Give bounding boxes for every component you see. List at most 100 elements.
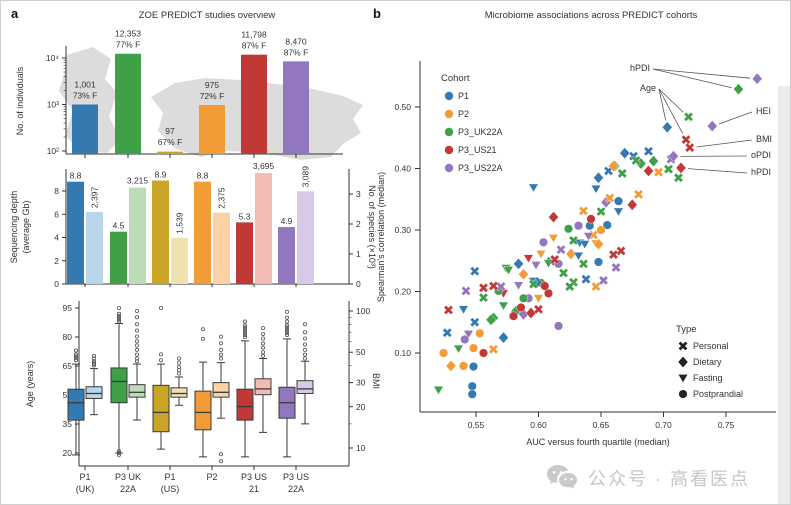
a3-category-label: (UK) — [76, 484, 95, 494]
a1-bar-0 — [72, 104, 98, 154]
b-point — [467, 389, 477, 399]
a3-bmi-box-4-outlier — [260, 353, 265, 358]
a2-ytick-right: 3 — [356, 189, 361, 199]
b-point — [586, 214, 596, 224]
b-point — [619, 147, 631, 160]
a2-ytick-left: 0 — [54, 279, 59, 289]
b-point — [596, 206, 606, 217]
b-point — [530, 261, 542, 271]
b-point — [516, 302, 526, 312]
a3-category-label: (US) — [161, 484, 180, 494]
a3-bmi-box-3-outlier — [218, 352, 223, 357]
a3-bmi-box-4 — [254, 378, 272, 396]
b-point — [548, 234, 559, 243]
a2-species-bar-0 — [86, 212, 103, 284]
b-point — [648, 155, 659, 168]
b-point — [498, 331, 509, 344]
b-point — [751, 72, 763, 85]
a2-gb-label: 4.5 — [113, 221, 125, 231]
panel-a-label: a — [11, 6, 19, 21]
b-legend-cohort-swatch — [444, 127, 454, 137]
b-legend-cohort-title: Cohort — [441, 73, 470, 84]
a2-species-label: 3,089 — [301, 166, 311, 188]
b-point — [475, 328, 485, 338]
b-ytick: 0.10 — [394, 348, 411, 358]
a2-ytick-left: 2 — [54, 256, 59, 266]
a3-bmi-box-1-outlier — [134, 356, 139, 361]
a3-category-label: P1 — [79, 472, 90, 482]
a1-bar-pct-female: 77% F — [116, 40, 141, 50]
a3-age-box-4-outlier — [242, 333, 247, 338]
b-xlabel: AUC versus fourth quartile (median) — [526, 437, 670, 447]
a1-bar-count: 97 — [165, 126, 175, 136]
a1-bar-count: 8,470 — [285, 36, 307, 46]
a2-gb-label: 5.3 — [239, 211, 251, 221]
b-legend-cohort-label: P2 — [458, 109, 469, 119]
b-legend-type-label: Postprandial — [693, 389, 743, 399]
a3-ytick-age: 65 — [63, 361, 73, 371]
a3-age-box-4-outlier — [242, 334, 247, 339]
a1-ytick: 10³ — [47, 100, 59, 110]
b-point — [478, 292, 489, 303]
a2-species-label: 2,375 — [217, 187, 227, 209]
b-point — [643, 165, 654, 177]
b-legend-type-label: Fasting — [693, 373, 723, 383]
b-point — [525, 307, 537, 319]
b-point — [433, 386, 444, 395]
a2-species-label: 3,215 — [127, 176, 149, 186]
b-point — [733, 83, 744, 96]
a2-ylabel-right: No. of species (×10³) — [367, 185, 377, 269]
a1-bar-2 — [157, 151, 183, 154]
b-point — [479, 348, 489, 358]
b-legend-cohort-swatch — [444, 145, 454, 155]
b-point — [591, 281, 601, 292]
b-point — [513, 257, 524, 270]
b-point — [528, 183, 539, 193]
a2-species-label: 1,539 — [175, 212, 185, 234]
a3-age-box-1-outlier — [117, 317, 122, 322]
a3-age-box-1 — [110, 367, 128, 404]
age-bmi-boxplot-chart: 20 35 50 65 80 95 10 20 30 50 100 Age (years) BMI P1 (… — [25, 301, 381, 494]
a3-bmi-box-5-outlier — [302, 330, 307, 335]
a2-gb-label: 4.9 — [281, 216, 293, 226]
b-point — [643, 146, 654, 157]
a3-ytick-bmi: 10 — [356, 443, 366, 453]
a3-age-box-3-outlier — [200, 336, 205, 341]
a3-age-box-5-outlier — [284, 333, 289, 338]
a2-ytick-right: 1 — [356, 249, 361, 259]
a2-ytick-left: 4 — [54, 233, 59, 243]
a1-bar-pct-female: 73% F — [73, 90, 98, 100]
a3-ytick-bmi: 30 — [356, 378, 366, 388]
a3-ytick-age: 80 — [63, 332, 73, 342]
b-point — [673, 172, 684, 183]
a3-age-box-5-outlier — [284, 325, 289, 330]
a3-age-box-0-outlier — [74, 352, 79, 357]
a3-ytick-age: 95 — [63, 303, 73, 313]
b-ytick: 0.40 — [394, 164, 411, 174]
a1-ytick: 10⁴ — [46, 53, 59, 63]
a2-gb-bar-5 — [278, 227, 295, 284]
a3-bmi-box-1-outlier — [134, 334, 139, 339]
b-point — [488, 344, 499, 355]
b-annotation-Age: Age — [640, 83, 656, 93]
b-xtick: 0.55 — [468, 420, 485, 430]
b-point — [478, 282, 489, 293]
b-point — [631, 155, 641, 166]
b-point — [608, 160, 619, 172]
a3-bmi-box-1-outlier — [134, 352, 139, 357]
page-edge-strip — [778, 86, 790, 504]
a3-bmi-box-3-outlier — [218, 347, 223, 352]
b-ytick: 0.30 — [394, 225, 411, 235]
b-point — [445, 360, 457, 372]
a2-species-bar-2 — [171, 237, 188, 284]
a3-ytick-age: 35 — [63, 419, 73, 429]
b-point — [503, 266, 514, 275]
a3-ytick-age: 20 — [63, 448, 73, 458]
a3-age-box-1-outlier — [117, 452, 122, 457]
b-point — [598, 275, 609, 286]
b-xtick: 0.70 — [655, 420, 672, 430]
b-point — [564, 224, 574, 234]
a3-age-box-4-outlier — [242, 325, 247, 330]
b-legend-cohort-swatch — [444, 91, 454, 101]
